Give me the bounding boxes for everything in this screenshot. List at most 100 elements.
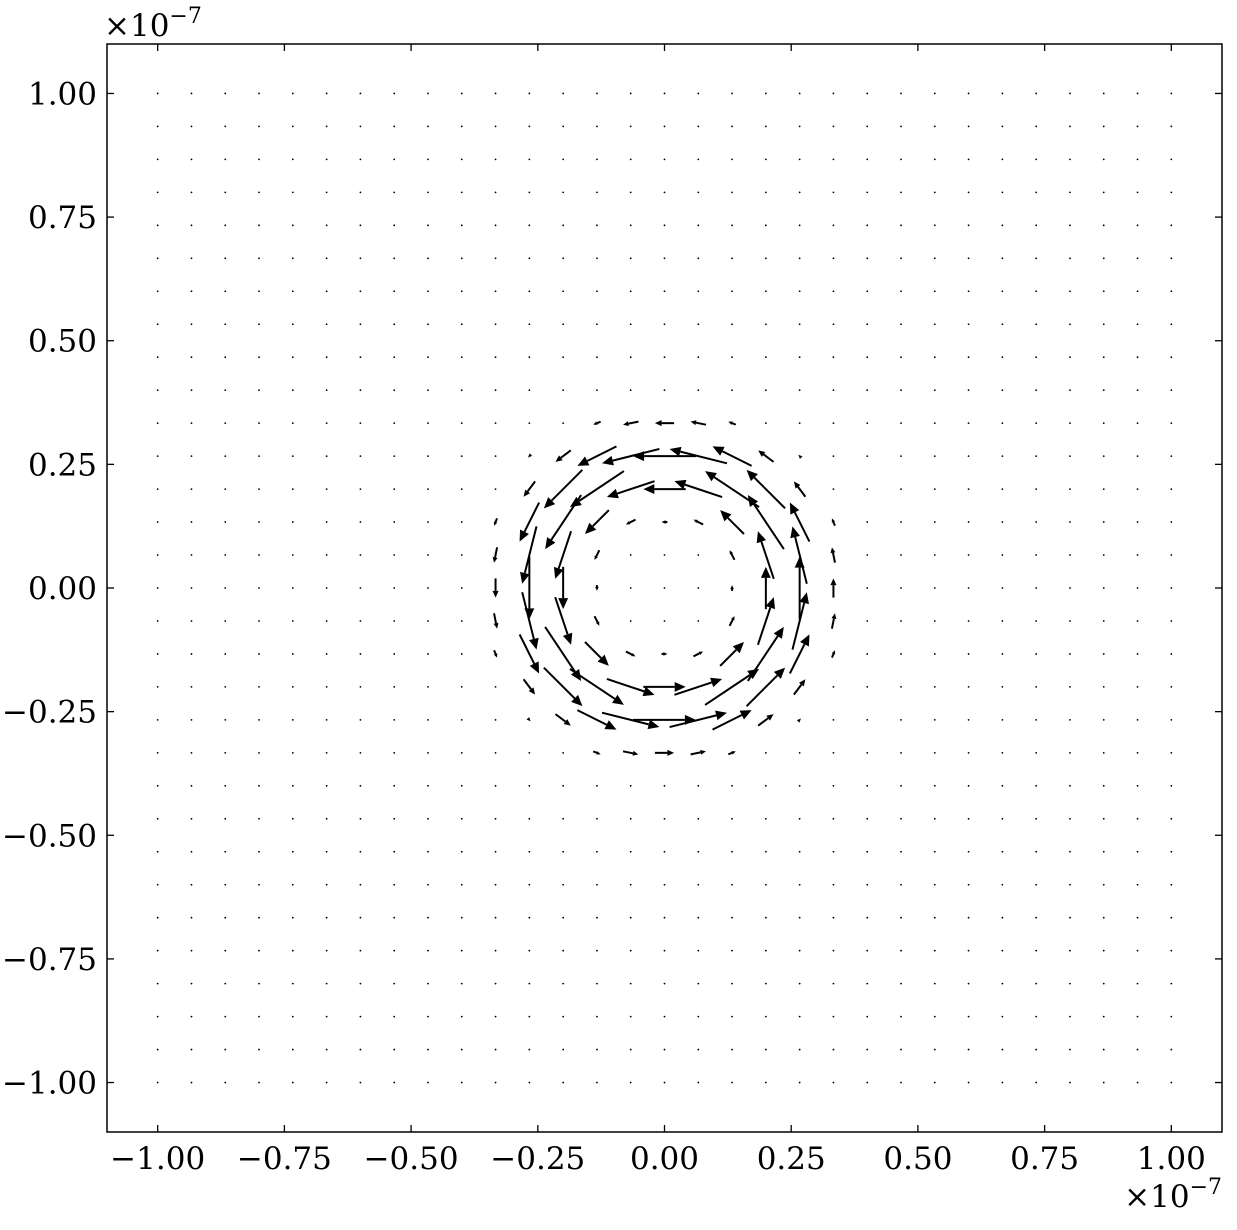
y-tick-label: 0.75 bbox=[28, 200, 97, 236]
vector-arrow bbox=[258, 389, 260, 392]
vector-arrow bbox=[190, 92, 193, 95]
vector-arrow bbox=[596, 323, 598, 326]
vector-arrow bbox=[156, 1081, 159, 1084]
vector-arrow bbox=[1035, 224, 1038, 227]
vector-arrow bbox=[832, 191, 835, 194]
vector-arrow bbox=[832, 982, 835, 985]
vector-arrow bbox=[562, 751, 565, 754]
vector-arrow bbox=[900, 356, 902, 359]
vector-arrow bbox=[393, 620, 396, 622]
vector-arrow bbox=[325, 389, 328, 392]
vector-arrow bbox=[258, 257, 260, 260]
vector-arrow bbox=[1102, 422, 1105, 425]
vector-arrow bbox=[291, 883, 294, 886]
vector-arrow bbox=[697, 587, 700, 589]
vector-arrow bbox=[1136, 158, 1139, 161]
vector-arrow bbox=[460, 620, 463, 622]
y-tick-label: −1.00 bbox=[2, 1066, 97, 1102]
vector-arrow bbox=[900, 224, 902, 227]
vector-arrow bbox=[832, 92, 835, 95]
vector-arrow bbox=[798, 290, 801, 293]
vector-arrow bbox=[562, 817, 565, 820]
x-tick-label: −0.75 bbox=[237, 1141, 332, 1177]
vector-arrow bbox=[1035, 982, 1038, 985]
vector-arrow bbox=[790, 526, 808, 584]
vector-arrow bbox=[224, 949, 227, 952]
vector-arrow bbox=[258, 784, 260, 787]
vector-arrow bbox=[1069, 850, 1071, 853]
vector-arrow bbox=[325, 554, 328, 556]
vector-arrow bbox=[258, 587, 260, 589]
vector-arrow bbox=[494, 1081, 497, 1084]
vector-arrow bbox=[900, 422, 902, 425]
vector-arrow bbox=[1136, 718, 1139, 721]
vector-arrow bbox=[730, 585, 734, 591]
vector-arrow bbox=[866, 784, 869, 787]
vector-arrow bbox=[1001, 949, 1004, 952]
vector-arrow bbox=[967, 191, 970, 194]
vector-arrow bbox=[393, 521, 396, 523]
vector-arrow bbox=[900, 653, 902, 655]
vector-arrow bbox=[359, 1048, 362, 1051]
vector-arrow bbox=[720, 510, 745, 535]
vector-arrow bbox=[1170, 224, 1173, 227]
vector-arrow bbox=[832, 916, 835, 919]
vector-arrow bbox=[1035, 521, 1038, 523]
vector-arrow bbox=[866, 587, 869, 589]
vector-arrow bbox=[629, 92, 632, 95]
vector-arrow bbox=[427, 389, 429, 392]
vector-arrow bbox=[258, 620, 260, 622]
vector-arrow bbox=[258, 982, 260, 985]
vector-arrow bbox=[1001, 751, 1004, 754]
vector-arrow bbox=[156, 356, 159, 359]
vector-arrow bbox=[933, 389, 936, 392]
vector-arrow bbox=[359, 982, 362, 985]
vector-arrow bbox=[156, 982, 159, 985]
y-axis-offset-text: ×10−7 bbox=[104, 4, 202, 44]
vector-arrow bbox=[528, 916, 531, 919]
vector-arrow bbox=[629, 323, 632, 326]
vector-arrow bbox=[190, 883, 193, 886]
vector-arrow bbox=[224, 850, 227, 853]
vector-arrow bbox=[494, 883, 497, 886]
vector-arrow bbox=[866, 718, 869, 721]
vector-arrow bbox=[427, 158, 429, 161]
vector-arrow bbox=[1136, 883, 1139, 886]
vector-arrow bbox=[258, 850, 260, 853]
vector-arrow bbox=[1136, 686, 1139, 688]
vector-arrow bbox=[494, 455, 497, 458]
vector-arrow bbox=[156, 257, 159, 260]
vector-arrow bbox=[933, 158, 936, 161]
vector-arrow bbox=[427, 751, 429, 754]
x-tick-label: −0.25 bbox=[490, 1141, 585, 1177]
vector-arrow bbox=[866, 521, 869, 523]
vector-arrow bbox=[190, 488, 193, 490]
vector-arrow bbox=[460, 389, 463, 392]
vector-arrow bbox=[798, 784, 801, 787]
vector-arrow bbox=[1170, 455, 1173, 458]
vector-arrow bbox=[764, 916, 767, 919]
vector-arrow bbox=[460, 883, 463, 886]
vector-arrow bbox=[460, 422, 463, 425]
vector-arrow bbox=[524, 556, 535, 620]
x-axis: −1.00 −0.75 −0.50 −0.25 0.00 0.25 0.50 0.75 1.00 bbox=[110, 44, 1206, 1177]
vector-arrow bbox=[731, 817, 733, 820]
vector-arrow bbox=[224, 751, 227, 754]
vector-arrow bbox=[967, 389, 970, 392]
vector-arrow bbox=[359, 455, 362, 458]
vector-arrow bbox=[494, 125, 497, 128]
vector-arrow bbox=[494, 817, 497, 820]
vector-arrow bbox=[576, 709, 617, 730]
vector-arrow bbox=[528, 389, 531, 392]
vector-arrow bbox=[596, 224, 598, 227]
vector-arrow bbox=[427, 1048, 429, 1051]
vector-arrow bbox=[832, 323, 835, 326]
vector-arrow bbox=[224, 92, 227, 95]
vector-arrow bbox=[866, 554, 869, 556]
vector-arrow bbox=[764, 422, 767, 425]
vector-arrow bbox=[1001, 422, 1004, 425]
vector-arrow bbox=[967, 784, 970, 787]
y-tick-label: −0.75 bbox=[2, 942, 97, 978]
vector-arrow bbox=[967, 257, 970, 260]
vector-arrow bbox=[1069, 158, 1071, 161]
